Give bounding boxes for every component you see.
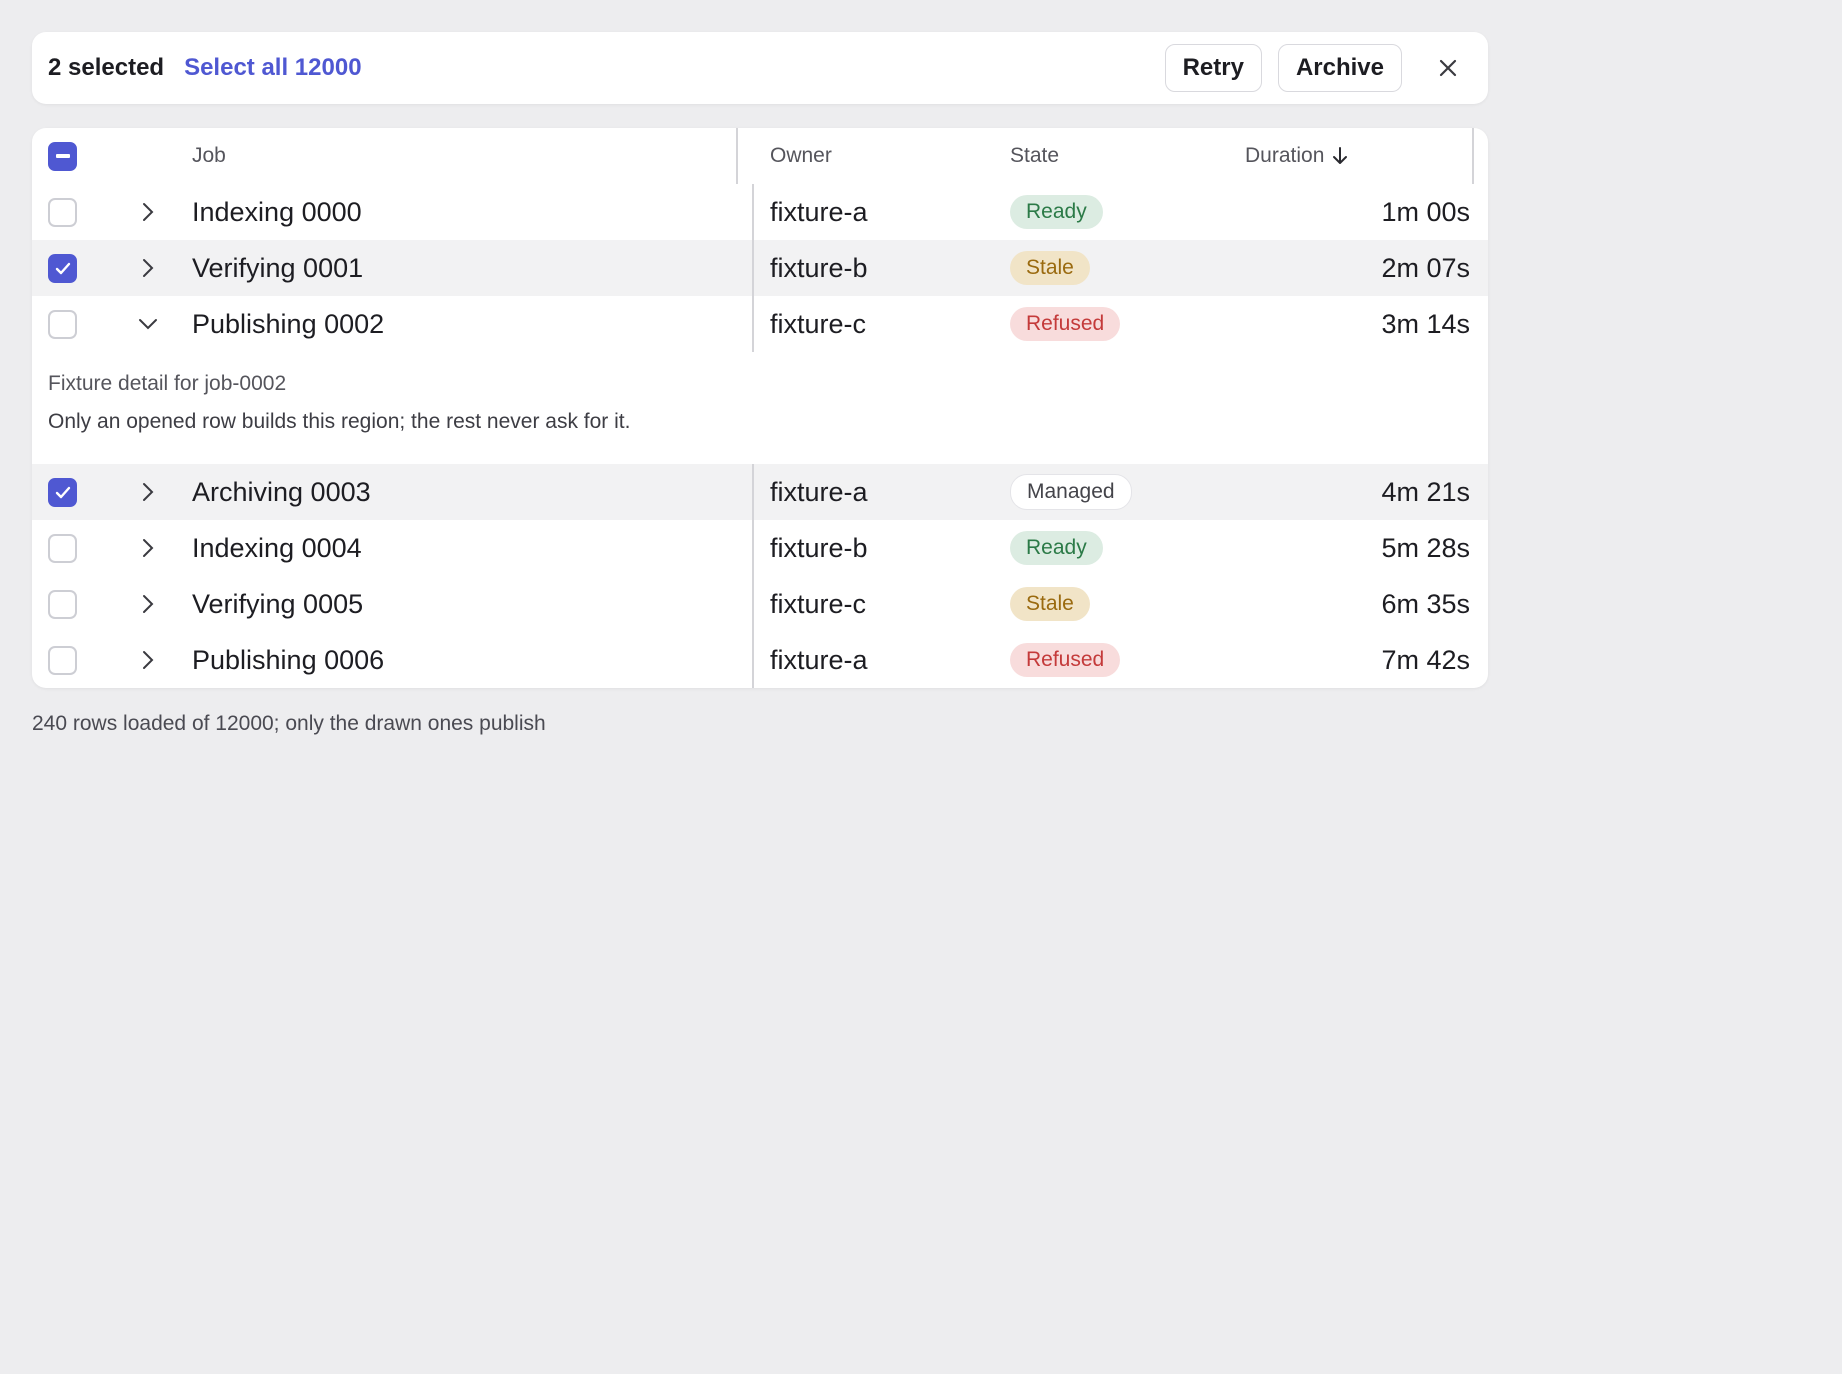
job-duration: 6m 35s (1381, 588, 1470, 619)
status-badge: Ready (1010, 195, 1103, 229)
close-selection-button[interactable] (1424, 44, 1472, 92)
job-name: Publishing 0006 (166, 632, 754, 688)
job-name: Verifying 0001 (166, 240, 754, 296)
job-duration: 4m 21s (1381, 476, 1470, 507)
status-badge: Refused (1010, 643, 1121, 677)
job-owner: fixture-c (770, 308, 867, 339)
job-duration: 3m 14s (1381, 308, 1470, 339)
job-owner: fixture-b (770, 532, 868, 563)
chevron-right-icon[interactable] (138, 202, 158, 222)
load-status-text: 240 rows loaded of 12000; only the drawn… (32, 712, 546, 735)
jobs-table: Job Owner State Duration Indexing 0000 f… (32, 128, 1488, 688)
column-resize-handle[interactable] (736, 128, 738, 184)
chevron-right-icon[interactable] (138, 482, 158, 502)
job-owner: fixture-a (770, 196, 868, 227)
job-name: Verifying 0005 (166, 576, 754, 632)
detail-title: Fixture detail for job-0002 (48, 372, 287, 395)
status-badge: Ready (1010, 531, 1103, 565)
chevron-right-icon[interactable] (138, 650, 158, 670)
chevron-down-icon[interactable] (138, 314, 158, 334)
select-all-checkbox[interactable] (48, 141, 77, 171)
job-name: Publishing 0002 (166, 296, 754, 352)
column-header-owner[interactable]: Owner (770, 144, 832, 167)
job-duration: 2m 07s (1381, 252, 1470, 283)
job-owner: fixture-c (770, 588, 867, 619)
status-badge: Stale (1010, 251, 1090, 285)
column-header-duration[interactable]: Duration (1245, 128, 1488, 184)
job-name: Archiving 0003 (166, 464, 754, 520)
column-header-state[interactable]: State (1010, 144, 1060, 167)
row-checkbox[interactable] (48, 589, 77, 619)
selection-toolbar: 2 selected Select all 12000 Retry Archiv… (32, 32, 1488, 104)
job-name: Indexing 0004 (166, 520, 754, 576)
select-all-link[interactable]: Select all 12000 (184, 54, 362, 81)
archive-button[interactable]: Archive (1277, 44, 1402, 92)
chevron-right-icon[interactable] (138, 538, 158, 558)
column-header-job[interactable]: Job (166, 128, 754, 184)
job-duration: 1m 00s (1381, 196, 1470, 227)
column-resize-handle[interactable] (1472, 128, 1474, 184)
row-checkbox[interactable] (48, 197, 77, 227)
job-duration: 5m 28s (1381, 532, 1470, 563)
table-row[interactable]: Verifying 0001 fixture-b Stale 2m 07s (32, 240, 1488, 296)
row-checkbox[interactable] (48, 645, 77, 675)
job-owner: fixture-b (770, 252, 868, 283)
table-row[interactable]: Indexing 0000 fixture-a Ready 1m 00s (32, 184, 1488, 240)
table-header: Job Owner State Duration (32, 128, 1488, 184)
sort-descending-icon (1332, 147, 1348, 165)
checkmark-icon (55, 262, 70, 274)
detail-body: Only an opened row builds this region; t… (48, 410, 631, 433)
row-checkbox[interactable] (48, 253, 77, 283)
jobs-panel: 2 selected Select all 12000 Retry Archiv… (32, 32, 1488, 736)
selected-count: 2 selected (48, 54, 165, 81)
table-row[interactable]: Indexing 0004 fixture-b Ready 5m 28s (32, 520, 1488, 576)
retry-button[interactable]: Retry (1164, 44, 1262, 92)
row-detail-panel: Fixture detail for job-0002 Only an open… (32, 352, 1488, 464)
row-checkbox[interactable] (48, 477, 77, 507)
chevron-right-icon[interactable] (138, 258, 158, 278)
job-duration: 7m 42s (1381, 644, 1470, 675)
indeterminate-icon (55, 154, 70, 158)
row-checkbox[interactable] (48, 309, 77, 339)
table-row[interactable]: Verifying 0005 fixture-c Stale 6m 35s (32, 576, 1488, 632)
checkmark-icon (55, 486, 70, 498)
table-row[interactable]: Archiving 0003 fixture-a Managed 4m 21s (32, 464, 1488, 520)
job-owner: fixture-a (770, 476, 868, 507)
status-badge: Stale (1010, 587, 1090, 621)
status-badge: Refused (1010, 307, 1121, 341)
job-owner: fixture-a (770, 644, 868, 675)
row-checkbox[interactable] (48, 533, 77, 563)
chevron-right-icon[interactable] (138, 594, 158, 614)
status-badge: Managed (1010, 474, 1132, 510)
table-row[interactable]: Publishing 0002 fixture-c Refused 3m 14s (32, 296, 1488, 352)
close-icon (1439, 59, 1457, 77)
table-row[interactable]: Publishing 0006 fixture-a Refused 7m 42s (32, 632, 1488, 688)
job-name: Indexing 0000 (166, 184, 754, 240)
